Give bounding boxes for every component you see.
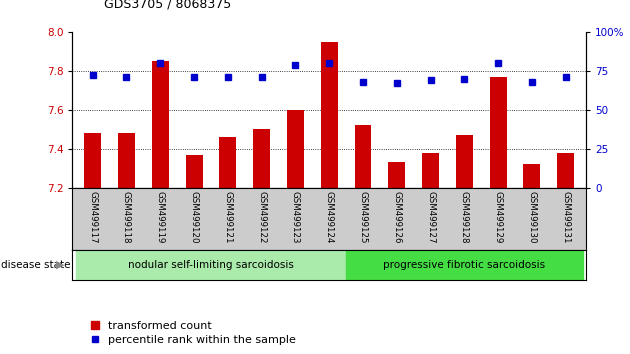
Text: progressive fibrotic sarcoidosis: progressive fibrotic sarcoidosis [383,259,546,270]
Text: GSM499124: GSM499124 [324,191,334,243]
Text: GSM499120: GSM499120 [190,191,198,243]
Bar [524,164,541,188]
Text: nodular self-limiting sarcoidosis: nodular self-limiting sarcoidosis [128,259,294,270]
Text: GSM499129: GSM499129 [493,191,503,243]
Text: GSM499131: GSM499131 [561,191,570,243]
Bar [186,154,202,188]
Text: GSM499126: GSM499126 [392,191,401,243]
Text: GSM499125: GSM499125 [358,191,367,243]
Bar [355,125,372,188]
Text: GSM499119: GSM499119 [156,191,165,243]
Text: GSM499130: GSM499130 [527,191,536,243]
Text: GSM499121: GSM499121 [224,191,232,243]
Text: ▶: ▶ [55,259,64,270]
Bar [346,250,583,280]
Bar [321,41,338,188]
Text: GSM499127: GSM499127 [426,191,435,243]
Bar [253,129,270,188]
Bar [76,250,346,280]
Bar [219,137,236,188]
Bar [84,133,101,188]
Legend: transformed count, percentile rank within the sample: transformed count, percentile rank withi… [91,321,296,345]
Bar [422,153,439,188]
Text: GSM499117: GSM499117 [88,191,97,243]
Text: GSM499128: GSM499128 [460,191,469,243]
Text: GSM499122: GSM499122 [257,191,266,243]
Text: GSM499118: GSM499118 [122,191,131,243]
Bar [557,153,574,188]
Bar [388,162,405,188]
Bar [456,135,472,188]
Bar [118,133,135,188]
Bar [287,110,304,188]
Bar [490,77,507,188]
Text: GDS3705 / 8068375: GDS3705 / 8068375 [104,0,231,11]
Text: GSM499123: GSM499123 [291,191,300,243]
Bar [152,61,169,188]
Text: disease state: disease state [1,259,71,270]
